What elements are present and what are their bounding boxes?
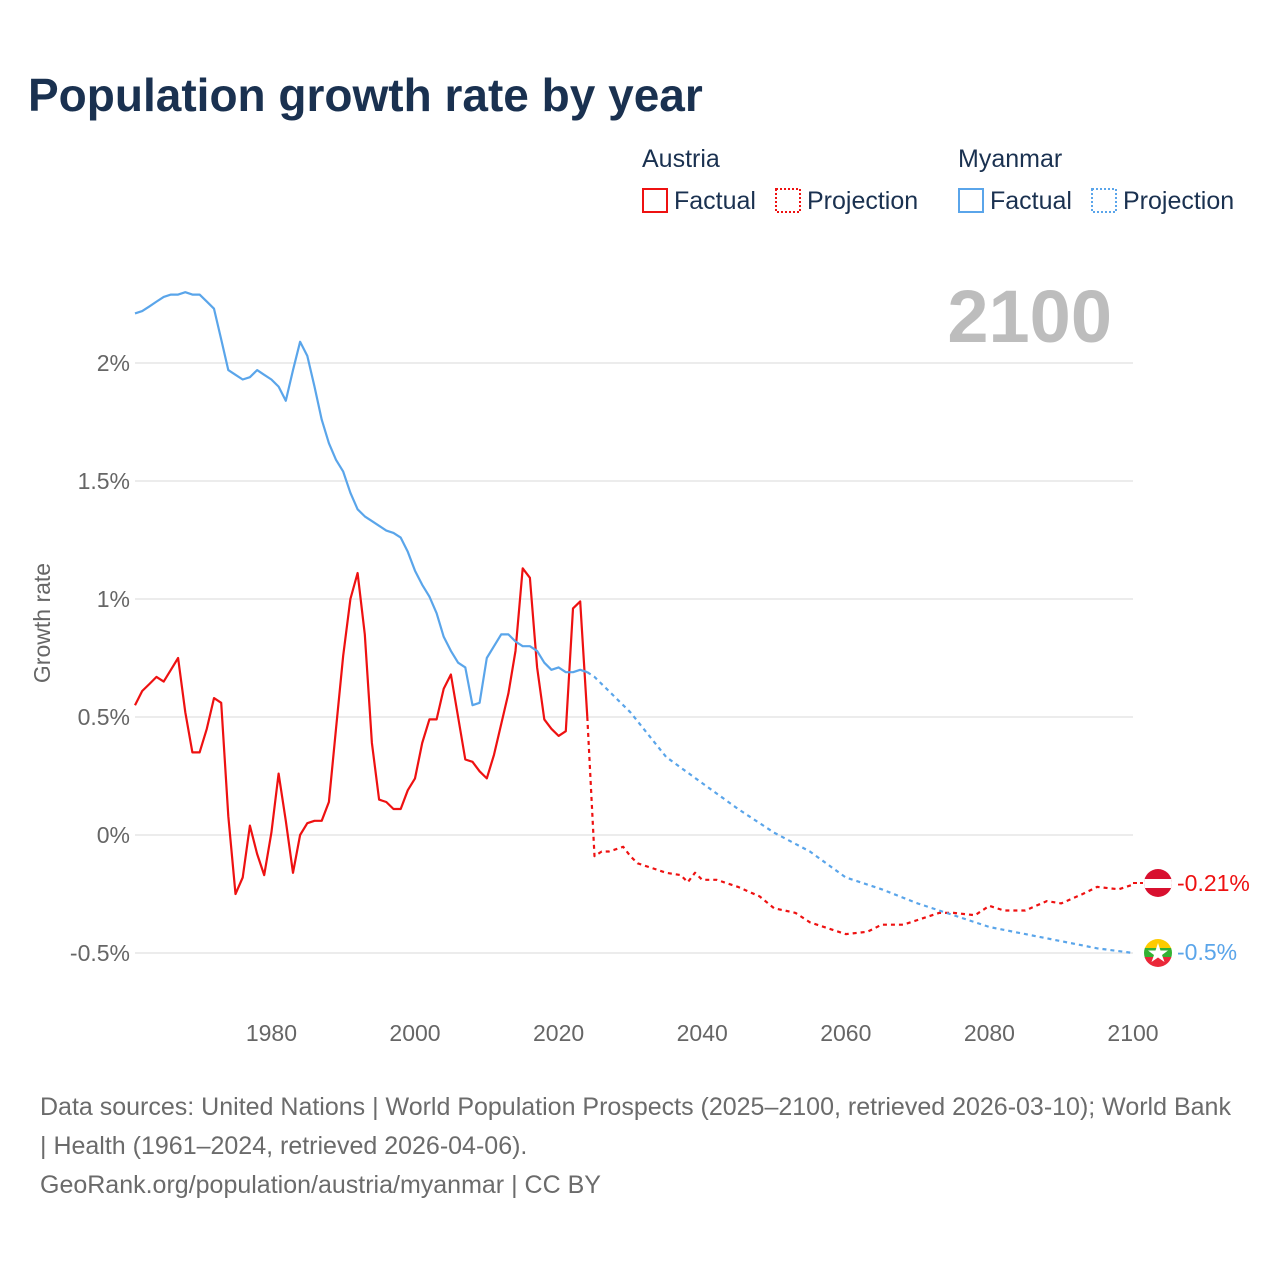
myanmar-projection-line[interactable]	[586, 671, 1134, 955]
legend-label-myanmar-projection[interactable]: Projection	[1123, 187, 1234, 215]
x-tick-label: 1980	[246, 1020, 297, 1046]
x-tick-label: 2020	[533, 1020, 584, 1046]
austria-projection-line[interactable]	[586, 716, 1134, 936]
current-year-label: 2100	[947, 275, 1112, 358]
myanmar-flag-icon	[1144, 939, 1172, 967]
myanmar-factual-line[interactable]	[134, 291, 588, 707]
legend-group-myanmar: Myanmar	[958, 145, 1062, 173]
legend-label-myanmar-factual[interactable]: Factual	[990, 187, 1072, 215]
legend-group-austria: Austria	[642, 145, 720, 173]
y-tick-label: 2%	[97, 350, 130, 376]
y-tick-label: 0.5%	[78, 704, 130, 730]
legend: Austria Factual Projection Myanmar Factu…	[642, 145, 1234, 215]
y-tick-label: 1%	[97, 586, 130, 612]
data-sources: Data sources: United Nations | World Pop…	[40, 1093, 1231, 1160]
myanmar-end-value: -0.5%	[1177, 939, 1237, 965]
x-tick-label: 2100	[1107, 1020, 1158, 1046]
y-axis-label: Growth rate	[29, 563, 55, 683]
x-tick-label: 2080	[964, 1020, 1015, 1046]
legend-swatch-austria-factual	[642, 188, 668, 213]
x-tick-label: 2040	[677, 1020, 728, 1046]
y-tick-label: 0%	[97, 822, 130, 848]
y-tick-label: 1.5%	[78, 468, 130, 494]
legend-label-austria-projection[interactable]: Projection	[807, 187, 918, 215]
legend-swatch-myanmar-factual	[958, 188, 984, 213]
y-tick-label: -0.5%	[70, 940, 130, 966]
attribution-link[interactable]: GeoRank.org/population/austria/myanmar |…	[40, 1171, 601, 1199]
source-notes: Data sources: United Nations | World Pop…	[40, 1088, 1240, 1205]
x-tick-label: 2000	[389, 1020, 440, 1046]
legend-swatch-myanmar-projection	[1091, 188, 1117, 213]
page-title: Population growth rate by year	[28, 69, 703, 121]
legend-swatch-austria-projection	[775, 188, 801, 213]
austria-end-value: -0.21%	[1177, 870, 1250, 896]
austria-factual-line[interactable]	[134, 567, 589, 896]
austria-flag-icon	[1144, 869, 1172, 897]
legend-label-austria-factual[interactable]: Factual	[674, 187, 756, 215]
x-tick-label: 2060	[820, 1020, 871, 1046]
